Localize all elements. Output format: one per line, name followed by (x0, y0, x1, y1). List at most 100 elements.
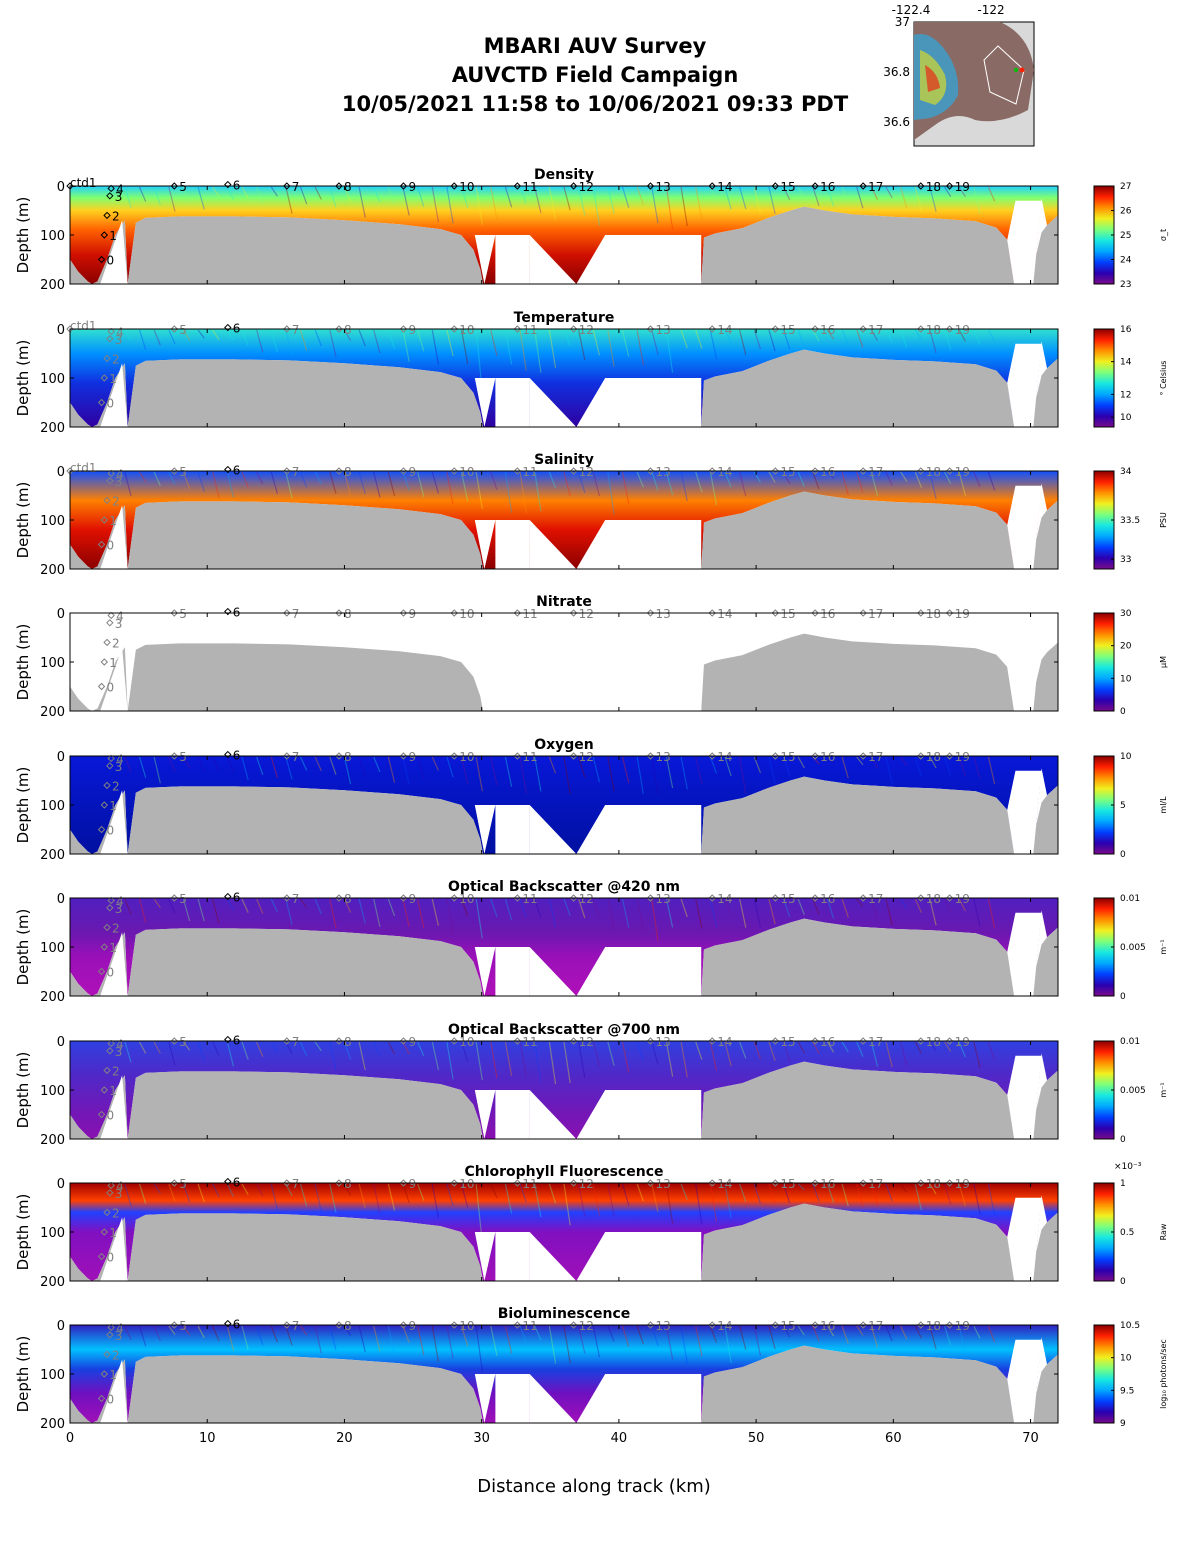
station-label: 1 (109, 229, 117, 243)
section-texture (665, 1325, 674, 1360)
no-data-gap (495, 805, 530, 854)
station-label: 4 (116, 609, 124, 623)
section-texture (329, 1183, 337, 1213)
section-texture (504, 186, 513, 208)
station-label: 0 (107, 824, 115, 838)
y-tick-label: 0 (57, 1035, 65, 1050)
colorbar-tick-label: 0 (1120, 850, 1126, 860)
section-texture (841, 1183, 849, 1207)
no-data-wedge (529, 235, 577, 284)
y-tick-label: 100 (40, 656, 65, 671)
no-data-gap (576, 947, 702, 996)
colorbar (1093, 1324, 1115, 1424)
section-texture (256, 756, 264, 775)
section-texture (900, 329, 908, 349)
colorbar-unit: ° Celsius (1159, 361, 1168, 396)
section-texture (417, 1325, 425, 1356)
station-label: 9 (408, 1319, 416, 1333)
section-texture (578, 329, 586, 361)
section-texture (446, 1325, 454, 1359)
section-texture (724, 471, 732, 488)
section-texture (343, 329, 352, 341)
section-texture (124, 1183, 132, 1207)
section-texture (534, 471, 542, 512)
station-marker (97, 1110, 106, 1119)
colorbar-tick-label: 30 (1120, 609, 1132, 619)
section-texture (826, 186, 835, 207)
section-texture (563, 898, 571, 916)
section-texture (212, 1325, 220, 1342)
section-texture (490, 756, 498, 786)
section-texture (885, 1041, 893, 1068)
section-texture (826, 898, 835, 919)
section-texture (285, 1325, 293, 1346)
station-label: 18 (926, 607, 941, 621)
station-label: 9 (408, 180, 416, 194)
section-texture (387, 756, 396, 783)
section-texture (212, 329, 220, 341)
section-texture (270, 1183, 279, 1211)
station-label: 18 (926, 180, 941, 194)
section-texture (783, 1325, 791, 1338)
station-label: 8 (344, 750, 352, 764)
section-texture (870, 1325, 879, 1348)
station-label: 5 (179, 465, 187, 479)
station-label: 11 (522, 892, 537, 906)
section-texture (621, 471, 630, 504)
colorbar-unit: m⁻¹ (1159, 939, 1168, 954)
section-texture (475, 471, 483, 510)
section-texture (578, 186, 586, 216)
section-texture (987, 898, 996, 929)
section-texture (782, 329, 791, 350)
station-marker (103, 354, 111, 363)
section-texture (826, 1183, 835, 1203)
section-texture (343, 898, 352, 913)
station-label: 13 (655, 750, 670, 764)
station-label: 8 (344, 607, 352, 621)
station-label: 14 (717, 465, 732, 479)
colorbar-tick-label: 0.005 (1120, 1086, 1146, 1096)
inset-location-map: -122.4 -122 37 36.8 36.6 (883, 3, 1035, 147)
station-marker (97, 967, 106, 976)
section-texture (460, 898, 469, 917)
section-texture (944, 186, 952, 197)
section-texture (563, 471, 571, 496)
section-texture (373, 471, 381, 498)
colorbar-tick-label: 14 (1120, 358, 1132, 368)
section-texture (504, 756, 513, 787)
section-texture (387, 1041, 396, 1055)
section-texture (651, 756, 659, 795)
section-texture (460, 1325, 469, 1347)
section-texture (592, 186, 601, 226)
y-tick-label: 200 (40, 1275, 65, 1290)
station-label: 1 (109, 1084, 117, 1098)
section-texture (241, 898, 249, 913)
section-texture (636, 471, 644, 488)
section-texture (739, 898, 747, 928)
station-label: 4 (116, 752, 124, 766)
section-texture (783, 186, 791, 201)
section-texture (358, 329, 366, 347)
section-texture (256, 471, 264, 485)
section-texture (270, 471, 279, 494)
section-texture (914, 471, 923, 488)
section-texture (929, 471, 937, 500)
panel-title: Optical Backscatter @420 nm (448, 879, 680, 895)
section-texture (709, 1041, 718, 1071)
section-texture (709, 471, 718, 506)
section-texture (226, 329, 235, 341)
section-texture (197, 898, 205, 922)
section-texture (958, 186, 966, 197)
no-data-gap (495, 378, 530, 427)
station-label: 13 (655, 607, 670, 621)
section-texture (270, 898, 278, 913)
section-texture (987, 756, 996, 785)
section-texture (226, 1183, 235, 1198)
section-texture (329, 1041, 337, 1071)
station-label: 11 (522, 750, 537, 764)
station-label: 7 (292, 892, 300, 906)
y-tick-label: 0 (57, 607, 65, 622)
section-texture (241, 1325, 249, 1350)
section-texture (212, 1183, 220, 1197)
section-texture (343, 1183, 352, 1196)
